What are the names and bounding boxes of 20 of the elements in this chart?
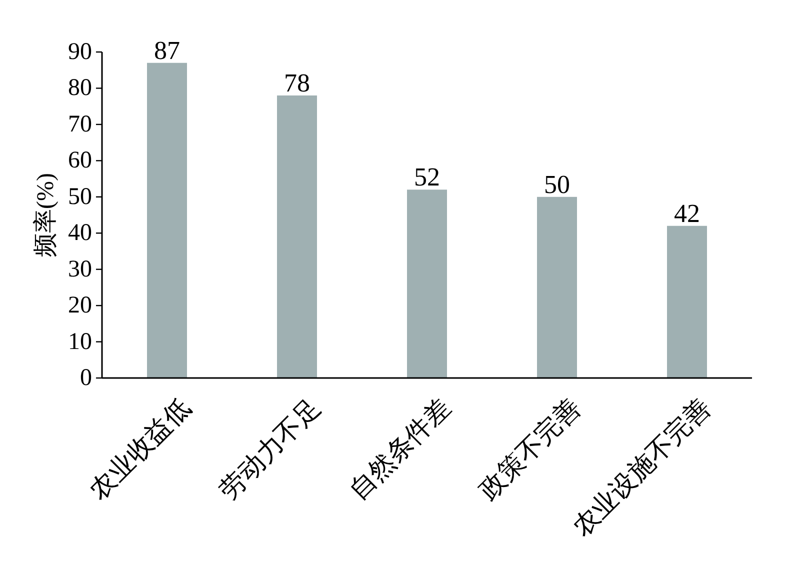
y-tick-label: 70 [68,111,92,138]
y-tick-label: 10 [68,328,92,355]
x-tick-label: 自然条件差 [344,392,456,506]
y-tick-label: 60 [68,148,92,174]
x-tick-label: 政策不完善 [474,392,586,506]
y-tick-label: 30 [68,256,92,282]
data-label: 87 [154,36,180,65]
data-label: 78 [284,68,310,98]
y-tick-label: 40 [68,220,92,246]
data-label: 52 [414,162,440,192]
y-tick-label: 20 [68,292,92,319]
data-label: 50 [544,170,570,199]
y-tick-label: 80 [68,75,92,102]
y-tick-label: 0 [80,365,92,391]
x-tick-label: 劳动力不足 [214,392,326,506]
y-tick-label: 90 [68,39,92,65]
y-axis-title: 频率(%) [32,173,59,257]
x-tick-label: 农业收益低 [84,392,196,506]
y-tick-label: 50 [68,184,92,210]
data-label: 42 [674,198,700,228]
